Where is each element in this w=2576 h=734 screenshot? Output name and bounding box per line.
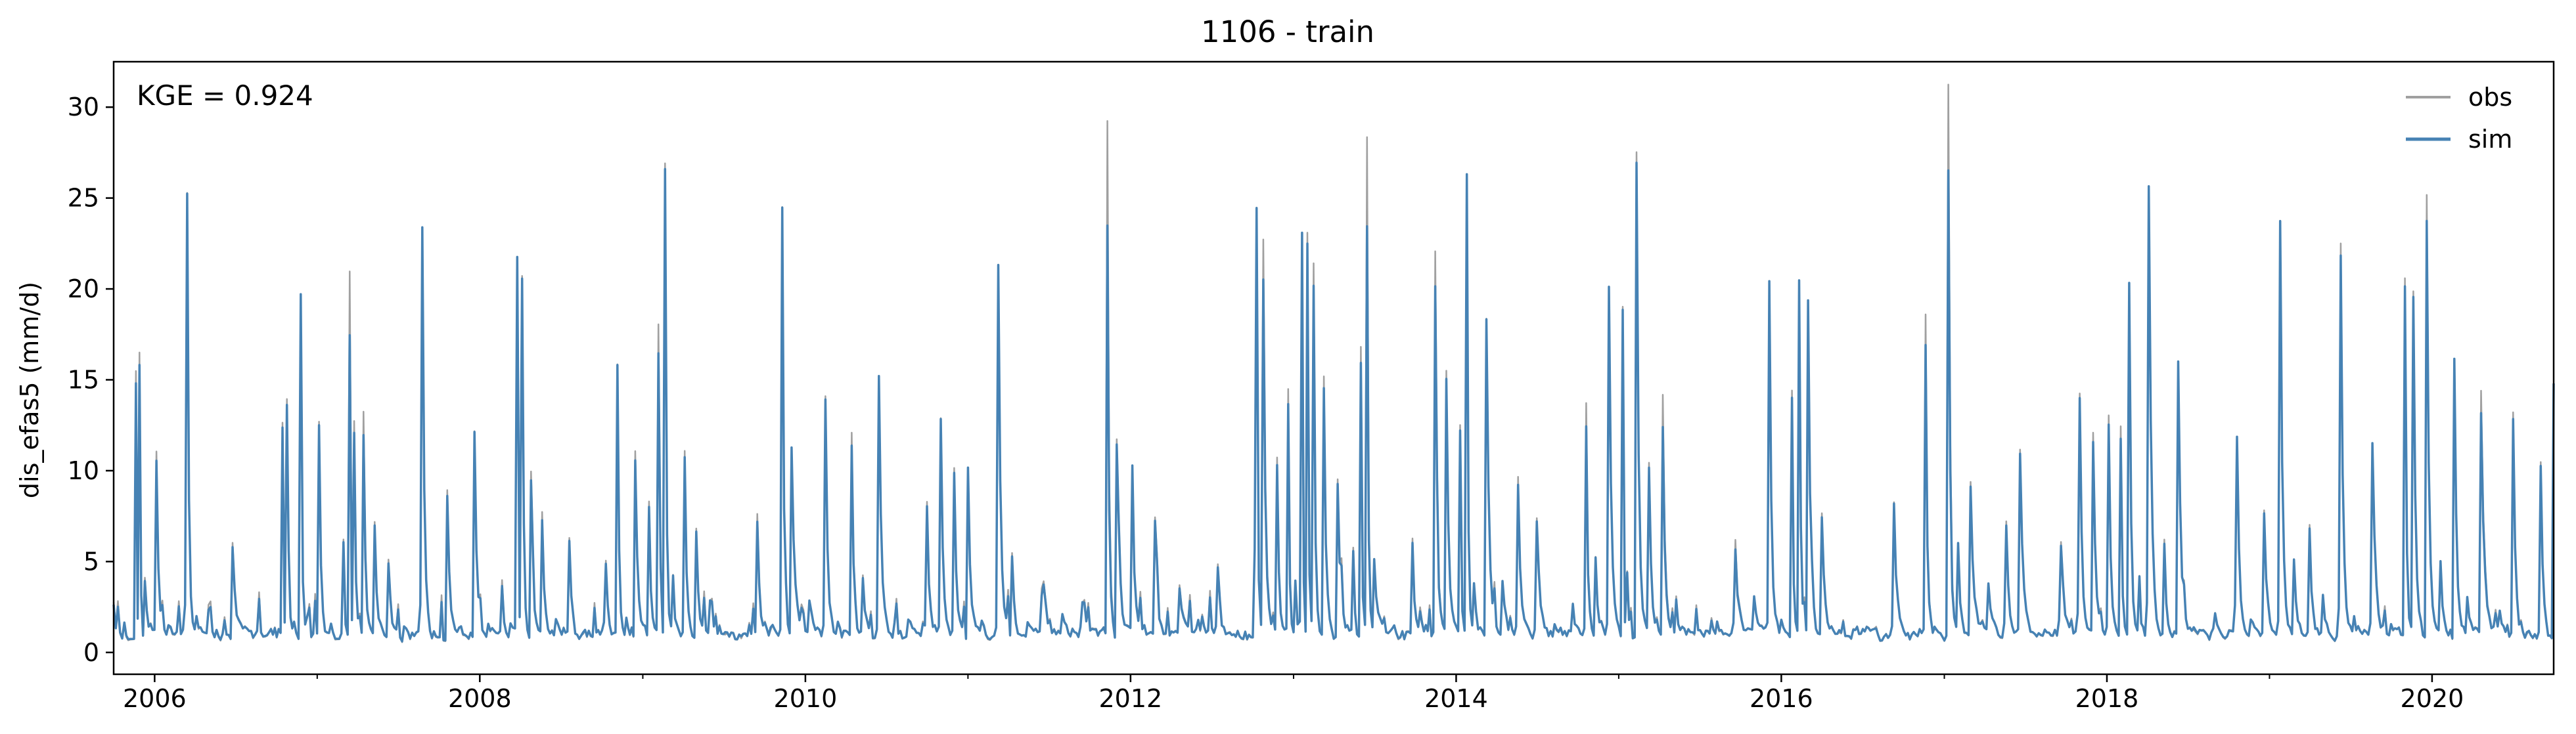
x-tick-label: 2014 — [1424, 684, 1488, 713]
plot-frame — [112, 60, 2555, 676]
axis-layer: 0 5 10 15 20 25 30 2006 2008 2010 2012 2014 2016 2018… — [68, 93, 2464, 713]
series-layer — [112, 83, 2555, 643]
x-tick-label: 2006 — [123, 684, 187, 713]
kge-annotation: KGE = 0.924 — [137, 79, 313, 112]
x-tick-label: 2012 — [1098, 684, 1162, 713]
x-tick-label: 2008 — [448, 684, 512, 713]
series-line-sim — [112, 162, 2555, 643]
legend: obs sim — [2406, 83, 2512, 154]
x-tick-label: 2018 — [2075, 684, 2139, 713]
y-tick-label: 10 — [68, 456, 99, 485]
chart-title: 1106 - train — [1201, 14, 1374, 49]
y-tick-label: 20 — [68, 274, 99, 303]
x-tick-label: 2016 — [1750, 684, 1813, 713]
series-line-obs — [112, 83, 2555, 643]
y-tick-label: 15 — [68, 365, 99, 394]
legend-obs-label: obs — [2468, 83, 2512, 112]
y-tick-label: 5 — [83, 547, 99, 576]
y-tick-label: 0 — [83, 638, 99, 667]
y-axis-label: dis_efas5 (mm/d) — [15, 282, 44, 498]
y-tick-label: 30 — [68, 93, 99, 121]
x-tick-label: 2010 — [774, 684, 838, 713]
x-tick-label: 2020 — [2401, 684, 2464, 713]
y-tick-label: 25 — [68, 184, 99, 213]
legend-sim-label: sim — [2468, 125, 2512, 154]
